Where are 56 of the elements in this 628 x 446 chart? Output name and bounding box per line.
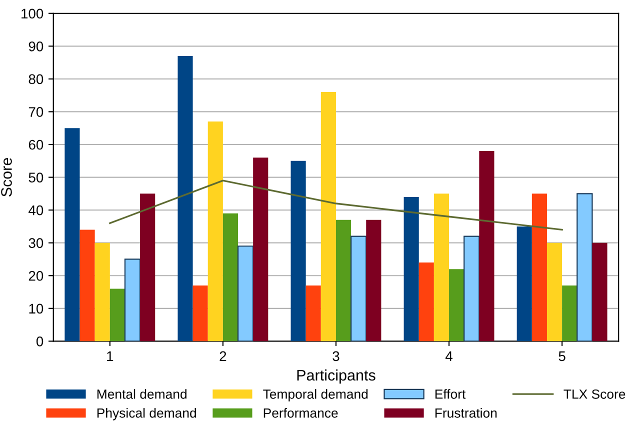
line-series: [109, 180, 563, 231]
bar: [464, 236, 480, 342]
bar: [404, 196, 419, 342]
bar: [192, 285, 208, 342]
x-tick-label: 5: [558, 351, 566, 362]
bar: [237, 246, 254, 342]
legend-label: Mental demand: [97, 389, 186, 399]
bar: [306, 285, 321, 342]
bar: [94, 242, 110, 342]
y-tick-label: 60: [28, 140, 44, 150]
bar: [366, 220, 382, 342]
bar: [516, 226, 532, 342]
legend-label: Physical demand: [97, 408, 196, 420]
y-tick-label: 90: [28, 41, 44, 52]
y-tick-label: 80: [28, 74, 44, 84]
bar: [546, 242, 562, 342]
x-tick-label: 2: [220, 351, 226, 361]
bar: [532, 194, 547, 342]
bar: [418, 262, 434, 342]
bar: [320, 92, 336, 342]
bar: [479, 151, 494, 342]
bar: [178, 56, 193, 342]
bar: [124, 258, 141, 342]
bar: [449, 269, 464, 342]
legend-label: Performance: [264, 408, 338, 418]
bar: [350, 236, 367, 342]
bar: [110, 288, 125, 342]
y-tick-label: 40: [28, 205, 44, 216]
y-tick-label: 10: [29, 304, 44, 314]
y-tick-label: 100: [22, 8, 44, 19]
x-axis-title: Participants: [297, 369, 376, 384]
bar: [253, 158, 268, 342]
bar: [592, 242, 608, 342]
legend-label: TLX Score: [564, 389, 626, 399]
y-tick-label: 50: [28, 172, 44, 182]
x-tick-label: 1: [107, 351, 114, 361]
bar: [336, 220, 352, 342]
legend-label: Temporal demand: [263, 389, 368, 402]
bar: [562, 285, 578, 342]
bar: [576, 193, 593, 342]
y-tick-label: 30: [28, 238, 44, 248]
x-tick-label: 4: [445, 351, 452, 361]
x-tick-label: 3: [332, 351, 340, 362]
legend-label: Effort: [435, 389, 466, 399]
bar: [208, 122, 223, 342]
bar: [222, 213, 238, 342]
y-tick-label: 20: [28, 270, 44, 281]
y-tick-label: 0: [36, 336, 44, 346]
bar: [64, 128, 80, 342]
y-axis-title: Score: [1, 158, 12, 197]
bar: [140, 194, 156, 342]
bar: [434, 194, 450, 342]
y-tick-label: 70: [28, 107, 44, 117]
bar: [290, 160, 306, 342]
legend-label: Frustration: [435, 408, 497, 418]
bar: [80, 230, 95, 342]
